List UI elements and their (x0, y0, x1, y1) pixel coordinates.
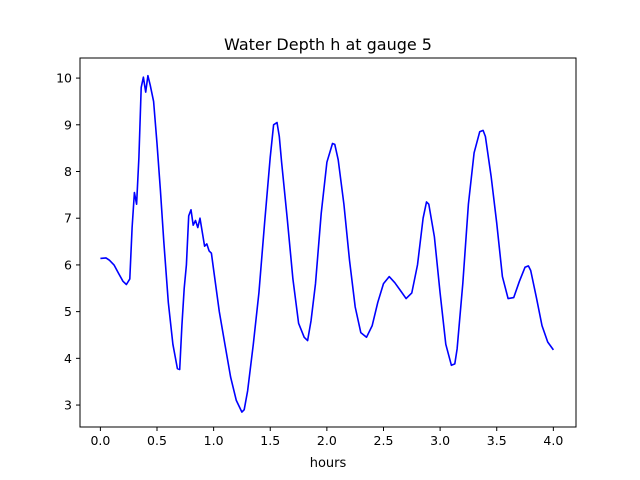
y-tick-label: 7 (64, 211, 72, 226)
y-tick-label: 6 (64, 257, 72, 272)
x-tick-label: 4.0 (543, 433, 563, 448)
x-tick-label: 0.0 (90, 433, 110, 448)
x-tick-label: 2.5 (374, 433, 394, 448)
y-tick-label: 8 (64, 164, 72, 179)
y-tick-label: 3 (64, 398, 72, 413)
plot-frame (79, 57, 577, 428)
y-tick-label: 5 (64, 304, 72, 319)
x-tick-label: 0.5 (147, 433, 167, 448)
x-tick-label: 1.5 (260, 433, 280, 448)
x-tick-label: 3.5 (487, 433, 507, 448)
series-line (100, 74, 555, 413)
plot-area (100, 74, 555, 413)
axis-ticks: 0.0 0.5 1.0 1.5 2.0 2.5 3.0 3.5 4.0 3 4 5 6 7 8 9 10 (56, 71, 563, 448)
x-tick-label: 1.0 (204, 433, 224, 448)
x-tick-label: 3.0 (430, 433, 450, 448)
x-tick-label: 2.0 (317, 433, 337, 448)
y-tick-label: 4 (64, 351, 72, 366)
chart-title: Water Depth h at gauge 5 (224, 35, 432, 54)
y-tick-label: 9 (64, 117, 72, 132)
x-axis-label: hours (310, 456, 347, 471)
y-tick-label: 10 (56, 71, 72, 86)
